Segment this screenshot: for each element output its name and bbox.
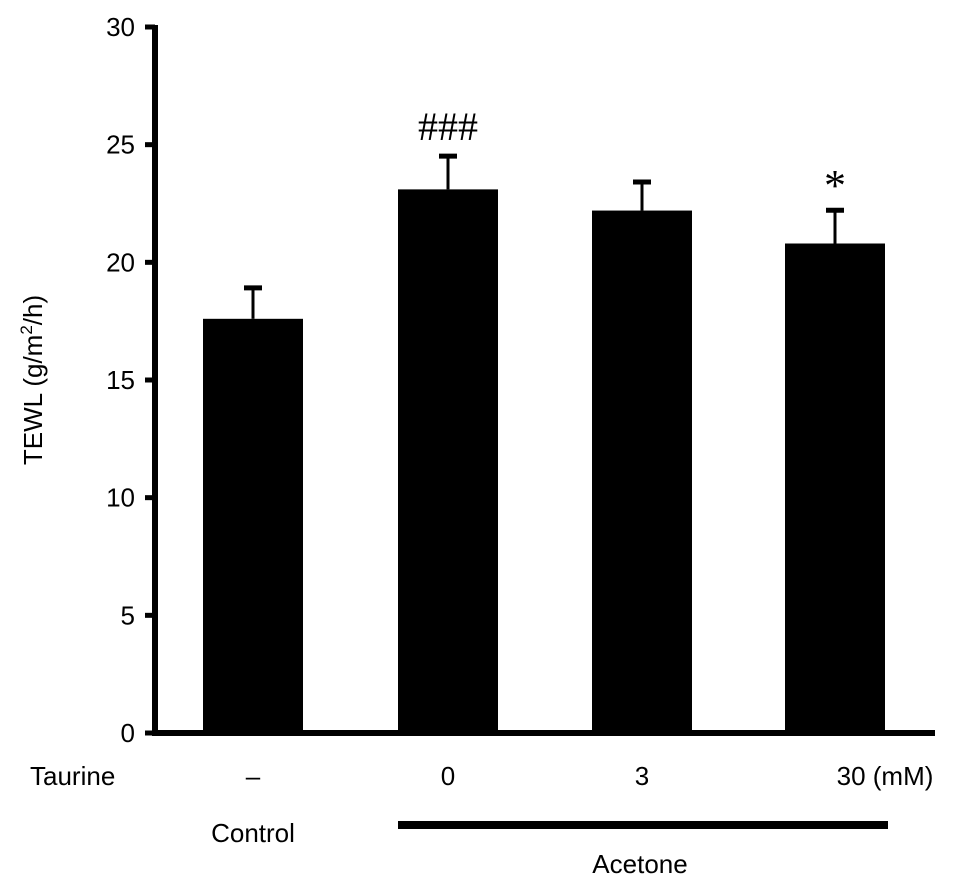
y-tick-label: 20 xyxy=(106,247,135,277)
bar xyxy=(592,210,692,733)
bars: ### * xyxy=(203,104,885,734)
bar xyxy=(785,243,885,734)
x-category-label: 3 xyxy=(635,761,649,791)
significance-marker: * xyxy=(824,161,846,210)
bar xyxy=(398,189,498,733)
taurine-row-label: Taurine xyxy=(30,761,115,791)
acetone-bracket-line xyxy=(398,821,888,829)
y-tick-label: 0 xyxy=(121,718,135,748)
y-tick-label: 5 xyxy=(121,600,135,630)
y-tick-label: 30 xyxy=(106,12,135,42)
control-label: Control xyxy=(211,818,295,848)
x-category-label: 30 (mM) xyxy=(837,761,934,791)
y-axis-label: TEWL (g/m2/h) xyxy=(17,295,48,465)
y-tick-label: 15 xyxy=(106,365,135,395)
bar xyxy=(203,318,303,733)
x-category-label: – xyxy=(246,761,261,791)
acetone-label: Acetone xyxy=(592,849,687,879)
x-category-label: 0 xyxy=(441,761,455,791)
significance-marker: ### xyxy=(418,104,478,149)
y-tick-label: 25 xyxy=(106,130,135,160)
y-tick-label: 10 xyxy=(106,483,135,513)
